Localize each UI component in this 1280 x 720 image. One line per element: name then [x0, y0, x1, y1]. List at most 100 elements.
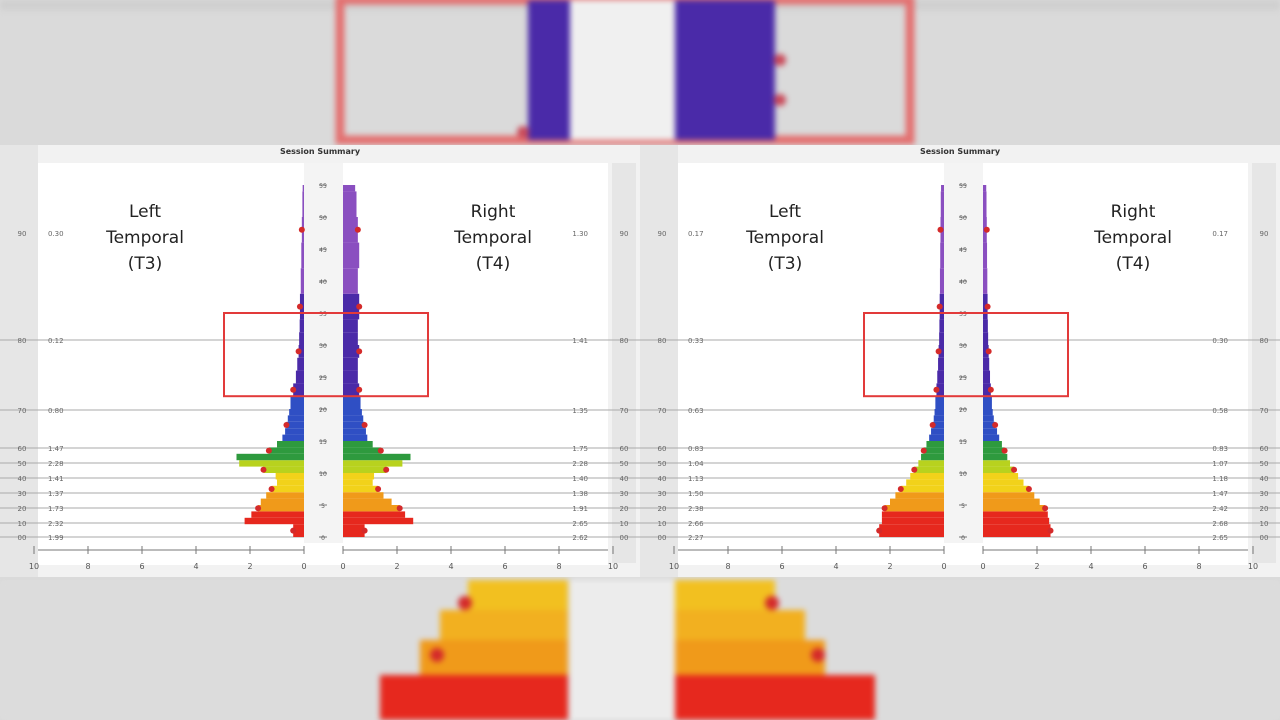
bar-left: [302, 191, 304, 217]
bar-right: [983, 185, 987, 192]
band-value-left: 0.30: [48, 230, 64, 238]
background-top-zoom: [0, 0, 1280, 145]
band-value-left: 1.50: [688, 490, 704, 498]
bar-right: [343, 479, 373, 486]
bar-left: [289, 409, 304, 416]
bar-right: [983, 498, 1040, 505]
bar-right: [343, 485, 379, 493]
bar-right: [343, 242, 360, 269]
y-tick-label: 20: [319, 407, 327, 414]
bar-left: [277, 441, 304, 448]
x-tick-label-left: 10: [669, 562, 679, 571]
chart-title: Session Summary: [280, 147, 361, 156]
marker-dot-left: [937, 226, 944, 233]
bar-right: [343, 370, 358, 384]
band-tick-left: 00: [18, 534, 27, 542]
bar-right: [343, 505, 400, 512]
bar-left: [939, 332, 944, 345]
band-value-right: 1.07: [1212, 460, 1228, 468]
center-gap: [944, 163, 983, 543]
bar-right: [983, 434, 1000, 441]
band-tick-right: 00: [1260, 534, 1269, 542]
bar-right: [983, 383, 991, 397]
marker-dot-right: [983, 226, 990, 233]
bar-left: [926, 441, 944, 448]
bar-left: [275, 473, 304, 480]
bar-right: [983, 332, 989, 345]
y-tick-label: 0: [961, 535, 965, 542]
band-value-left: 0.12: [48, 337, 64, 345]
x-tick-label-left: 0: [301, 562, 306, 571]
band-tick-left: 70: [18, 407, 27, 415]
marker-dot-right: [1011, 466, 1018, 473]
bar-left: [236, 453, 304, 461]
band-value-right: 1.47: [1212, 490, 1228, 498]
band-value-left: 0.63: [688, 407, 704, 415]
y-tick-label: 45: [959, 247, 967, 254]
bar-left: [937, 370, 944, 384]
bar-right: [983, 357, 990, 371]
marker-dot-right: [1042, 505, 1049, 512]
highlight-box: [863, 312, 1069, 398]
band-tick-left: 90: [18, 230, 27, 238]
marker-dot-left: [920, 447, 927, 454]
bar-right: [343, 492, 384, 499]
bar-left: [940, 191, 944, 217]
label-left-temporal: Left: [129, 202, 161, 222]
band-value-left: 2.27: [688, 534, 704, 542]
marker-dot-left: [260, 466, 267, 473]
bar-left: [933, 415, 944, 422]
y-tick-label: 0: [321, 535, 325, 542]
label-left-temporal: Left: [769, 202, 801, 222]
marker-dot-right: [361, 527, 368, 534]
x-tick-label-left: 10: [29, 562, 39, 571]
bar-right: [343, 460, 403, 467]
band-tick-left: 40: [658, 475, 667, 483]
marker-dot-right: [1025, 486, 1032, 492]
band-value-right: 1.41: [572, 337, 588, 345]
bar-right: [343, 345, 360, 358]
label-right-temporal: Right: [471, 202, 516, 222]
x-tick-label-right: 10: [1248, 562, 1258, 571]
bar-right: [983, 505, 1046, 512]
y-tick-label: 45: [319, 247, 327, 254]
bar-left: [932, 421, 944, 429]
band-value-right: 0.17: [1212, 230, 1228, 238]
marker-dot-left: [911, 466, 918, 473]
bar-right: [983, 473, 1019, 480]
y-tick-label: 30: [959, 343, 967, 350]
label-left-temporal: Temporal: [745, 228, 824, 248]
band-value-right: 2.28: [572, 460, 588, 468]
bar-left: [293, 524, 304, 537]
marker-dot-right: [361, 422, 368, 428]
label-left-temporal: (T3): [768, 254, 802, 274]
band-tick-right: 80: [1260, 337, 1269, 345]
label-left-temporal: Temporal: [105, 228, 184, 248]
marker-dot-right: [1047, 527, 1054, 534]
bar-right: [983, 524, 1051, 537]
marker-dot-left: [295, 348, 302, 355]
band-value-right: 1.91: [572, 505, 588, 513]
marker-dot-right: [356, 348, 363, 355]
bar-left: [895, 492, 944, 499]
band-value-left: 1.04: [688, 460, 704, 468]
bar-right: [983, 441, 1002, 448]
y-tick-label: 15: [959, 439, 967, 446]
bar-right: [343, 319, 358, 333]
x-tick-label-left: 2: [887, 562, 892, 571]
marker-dot-right: [377, 447, 384, 454]
band-value-left: 1.41: [48, 475, 64, 483]
bar-left: [244, 517, 304, 525]
y-tick-label: 25: [319, 375, 327, 382]
label-right-temporal: (T4): [1116, 254, 1150, 274]
y-tick-label: 30: [319, 343, 327, 350]
bar-left: [297, 357, 304, 371]
bar-left: [258, 505, 304, 512]
band-value-right: 1.30: [572, 230, 588, 238]
band-value-left: 0.80: [48, 407, 64, 415]
bar-left: [299, 319, 304, 333]
band-tick-right: 10: [620, 520, 629, 528]
marker-dot-left: [876, 527, 883, 534]
marker-dot-left: [897, 486, 904, 492]
x-tick-label-left: 6: [779, 562, 784, 571]
